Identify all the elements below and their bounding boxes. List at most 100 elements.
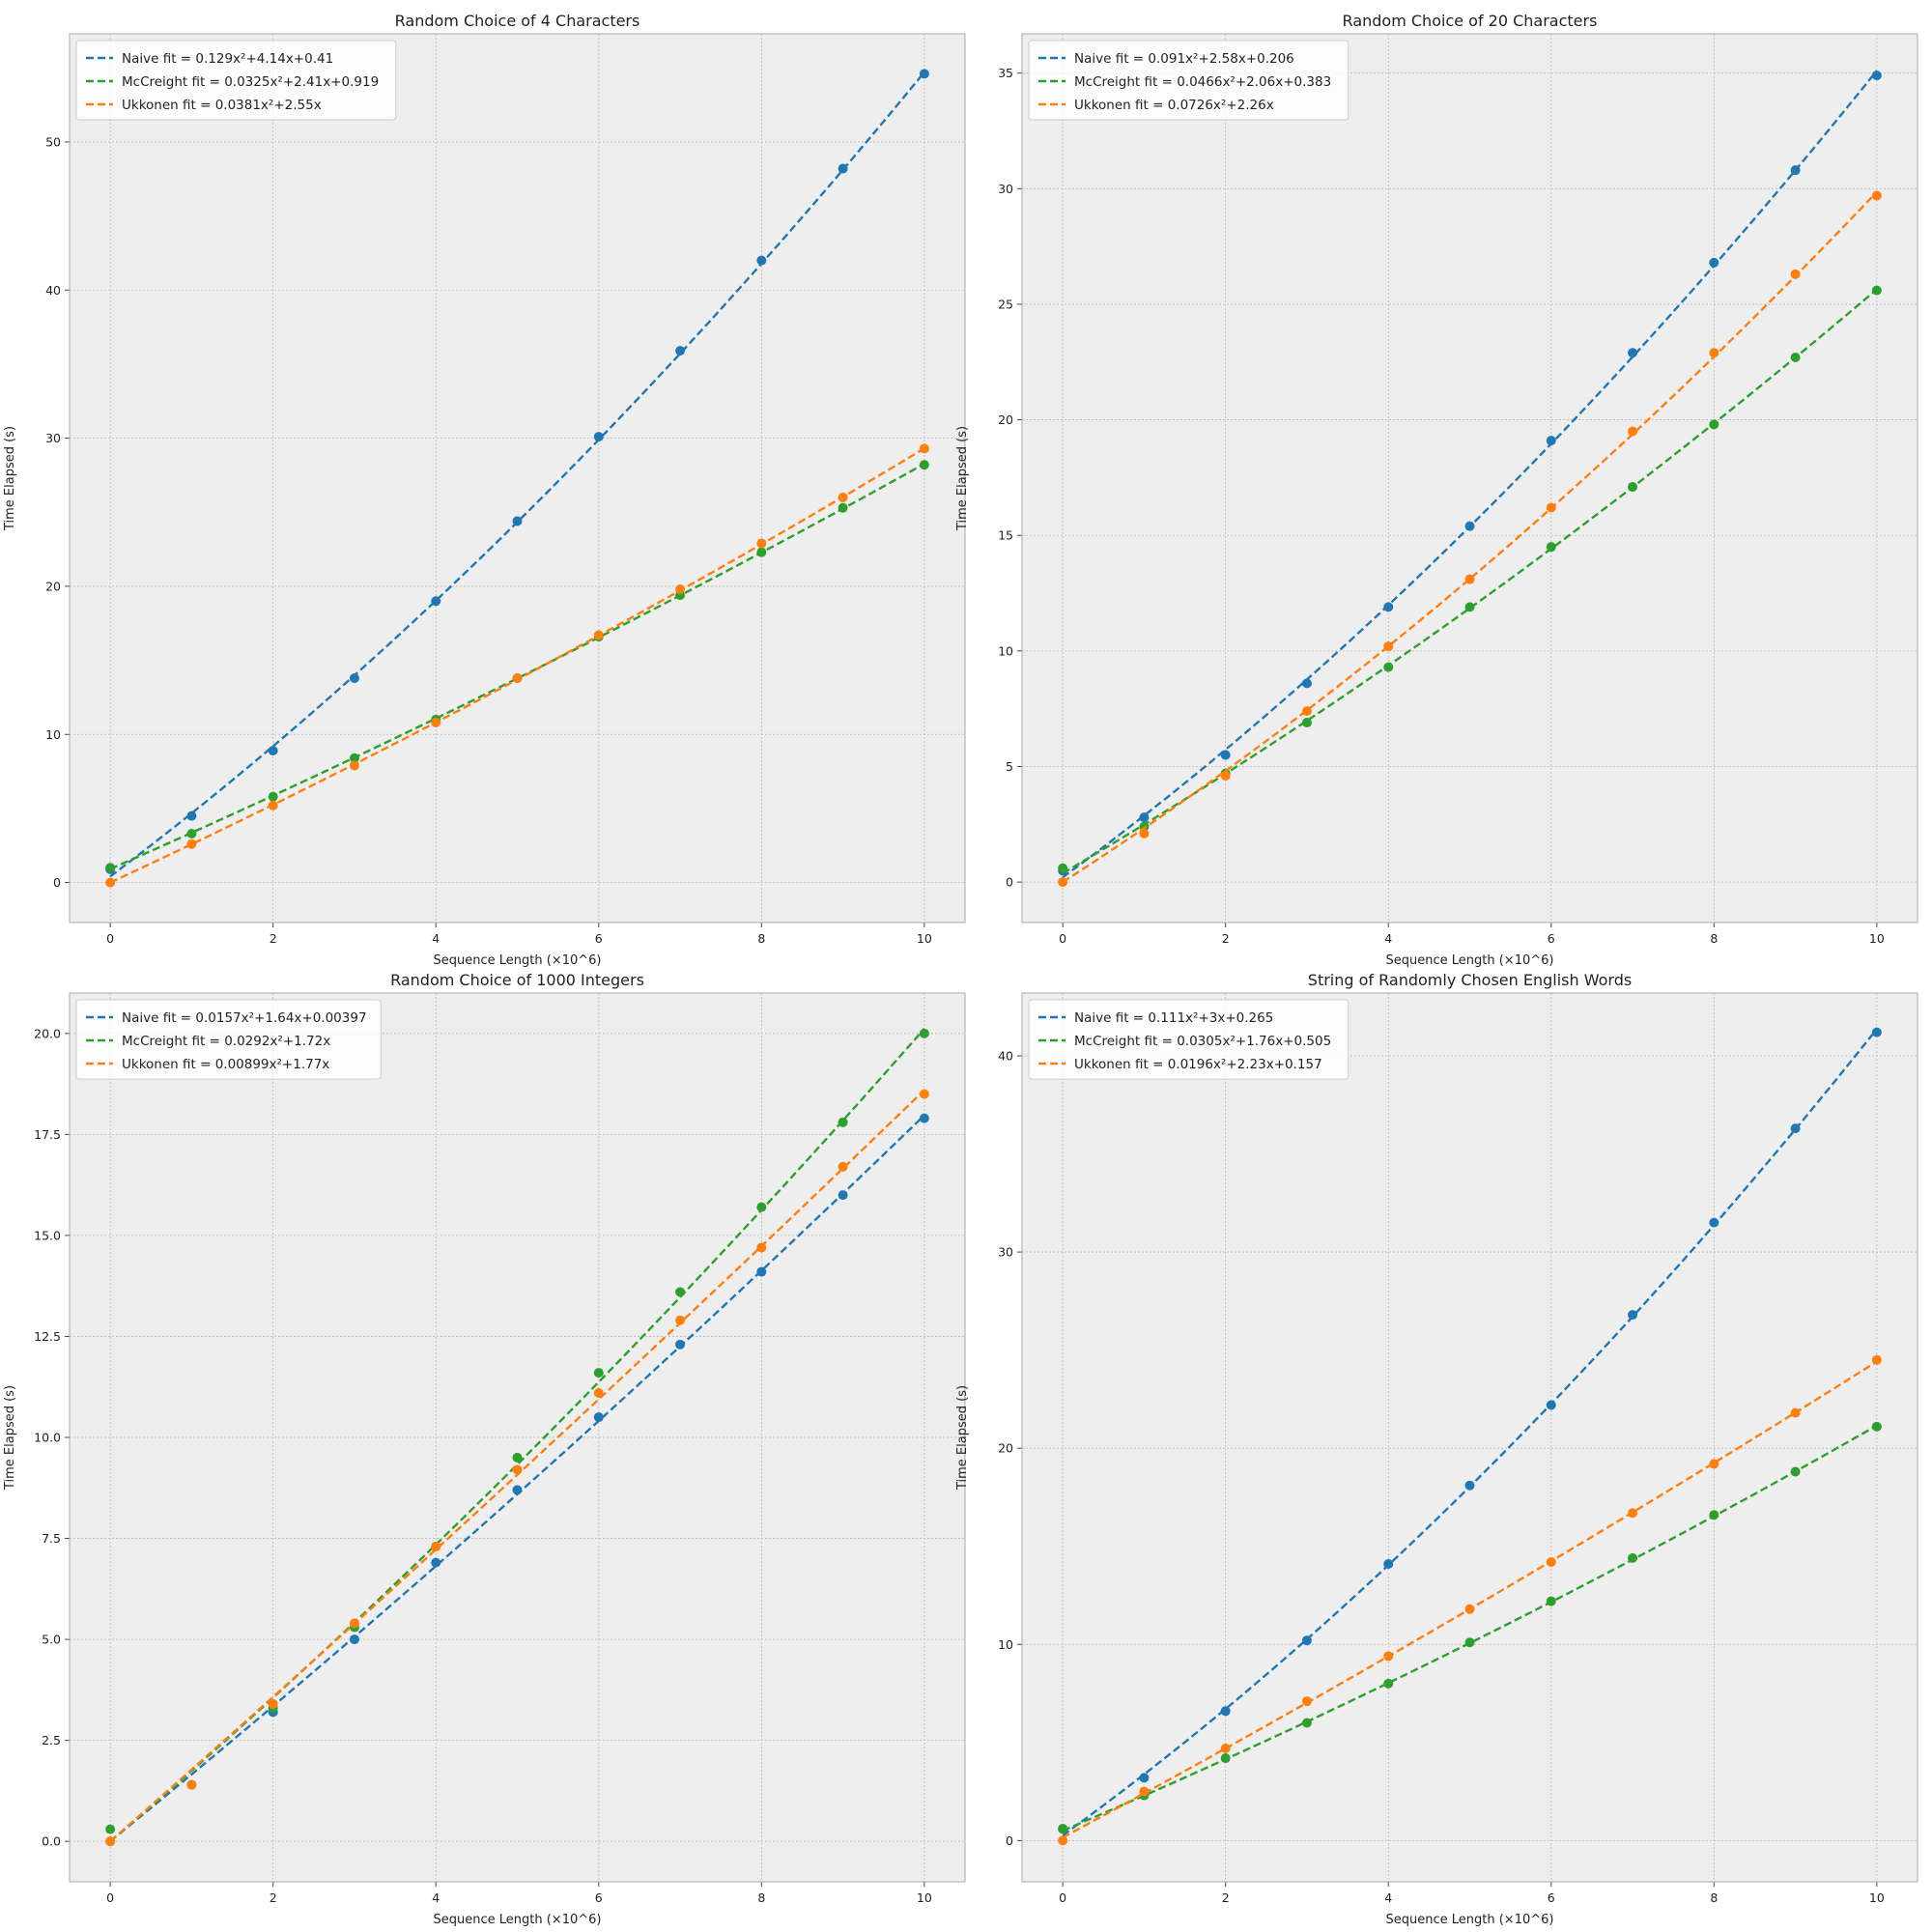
data-point-naive: [675, 346, 686, 356]
data-point-mccreight: [512, 1452, 523, 1463]
x-axis-label: Sequence Length (×10^6): [1386, 953, 1554, 968]
y-tick-label: 5.0: [42, 1633, 61, 1647]
data-point-ukkonen: [756, 538, 767, 549]
data-point-ukkonen: [919, 443, 929, 454]
data-point-mccreight: [838, 1117, 848, 1127]
data-point-naive: [1709, 257, 1719, 268]
chart-title: String of Randomly Chosen English Words: [1308, 971, 1632, 989]
legend-entry-naive: Naive fit = 0.111x²+3x+0.265: [1074, 1010, 1273, 1026]
data-point-naive: [1709, 1217, 1719, 1228]
data-point-naive: [593, 1412, 604, 1423]
y-tick-label: 2.5: [42, 1733, 61, 1747]
x-tick-label: 6: [595, 931, 603, 946]
data-point-naive: [919, 1113, 929, 1123]
data-point-ukkonen: [1058, 1835, 1068, 1846]
legend: [1028, 40, 1350, 121]
data-point-ukkonen: [1220, 1743, 1231, 1753]
data-point-mccreight: [919, 1028, 929, 1038]
data-point-mccreight: [1301, 1718, 1312, 1728]
data-point-mccreight: [756, 1202, 767, 1212]
data-point-naive: [349, 1634, 359, 1645]
plot-area: [1022, 993, 1918, 1882]
y-tick-label: 30: [998, 182, 1013, 196]
y-tick-label: 30: [998, 1245, 1013, 1260]
data-point-naive: [186, 810, 197, 821]
y-tick-label: 0: [1006, 1833, 1013, 1848]
legend: [75, 40, 397, 121]
x-tick-label: 6: [595, 1890, 603, 1905]
data-point-naive: [1790, 1123, 1801, 1134]
x-tick-label: 10: [1869, 1890, 1885, 1905]
data-point-naive: [1220, 750, 1231, 760]
x-tick-label: 4: [1384, 1890, 1392, 1905]
y-tick-label: 30: [45, 431, 61, 445]
data-point-ukkonen: [756, 1242, 767, 1253]
data-point-naive: [675, 1339, 686, 1350]
data-point-mccreight: [919, 460, 929, 470]
chart-panel-1: 0 2 4 6 8 10 0 10 20 30 40 50 Naive fit = 0.129x²+4.…: [3, 12, 966, 968]
legend-entry-ukkonen: Ukkonen fit = 0.0381x²+2.55x: [122, 98, 322, 113]
y-tick-label: 0: [1006, 875, 1013, 890]
data-point-mccreight: [593, 1368, 604, 1378]
data-point-naive: [1464, 1480, 1475, 1491]
legend: [1028, 999, 1350, 1080]
plot-frame: [69, 992, 966, 1883]
legend: [75, 999, 382, 1080]
x-axis-label: Sequence Length (×10^6): [1386, 1913, 1554, 1927]
data-point-naive: [1546, 1400, 1556, 1410]
plot-frame: [69, 33, 966, 923]
x-tick-label: 0: [106, 1890, 114, 1905]
data-point-ukkonen: [675, 584, 686, 594]
data-point-naive: [1871, 1027, 1882, 1037]
y-tick-label: 20: [998, 412, 1013, 427]
data-point-mccreight: [1709, 419, 1719, 430]
data-point-naive: [1464, 521, 1475, 531]
data-point-mccreight: [756, 547, 767, 557]
y-tick-label: 20: [998, 1441, 1013, 1456]
x-tick-label: 8: [1710, 1890, 1718, 1905]
legend-entry-ukkonen: Ukkonen fit = 0.0196x²+2.23x+0.157: [1074, 1057, 1322, 1072]
data-point-ukkonen: [431, 718, 441, 727]
data-point-ukkonen: [349, 1618, 359, 1629]
data-point-mccreight: [105, 863, 116, 873]
data-point-ukkonen: [1139, 1786, 1150, 1797]
data-point-ukkonen: [1546, 502, 1556, 513]
data-point-ukkonen: [186, 1779, 197, 1790]
y-tick-label: 40: [998, 1048, 1013, 1063]
plot-area: [70, 993, 965, 1882]
fit-line-mccreight: [109, 463, 925, 870]
x-tick-label: 10: [917, 1890, 932, 1905]
x-tick-label: 2: [270, 931, 277, 946]
data-point-ukkonen: [1301, 1696, 1312, 1707]
plot-frame: [1021, 33, 1918, 923]
data-point-mccreight: [1790, 352, 1801, 362]
data-point-ukkonen: [838, 492, 848, 502]
fit-line-mccreight: [1062, 1424, 1878, 1833]
legend-entry-mccreight: McCreight fit = 0.0466x²+2.06x+0.383: [1074, 74, 1331, 90]
fit-line-mccreight: [1062, 288, 1878, 874]
data-point-ukkonen: [105, 1836, 116, 1847]
data-point-naive: [512, 516, 523, 526]
data-point-ukkonen: [268, 800, 278, 810]
data-point-ukkonen: [1790, 1407, 1801, 1418]
x-tick-label: 0: [106, 931, 114, 946]
data-point-mccreight: [1871, 285, 1882, 296]
data-point-naive: [1383, 602, 1394, 612]
y-tick-label: 7.5: [42, 1531, 61, 1546]
data-point-mccreight: [1546, 1596, 1556, 1606]
chart-title: Random Choice of 20 Characters: [1343, 12, 1598, 30]
data-point-ukkonen: [431, 1541, 441, 1551]
legend-entry-naive: Naive fit = 0.091x²+2.58x+0.206: [1074, 51, 1294, 67]
data-point-mccreight: [1628, 1552, 1638, 1563]
y-tick-label: 5: [1006, 759, 1013, 774]
data-point-naive: [1628, 348, 1638, 358]
data-point-ukkonen: [1709, 1459, 1719, 1469]
legend-entry-mccreight: McCreight fit = 0.0305x²+1.76x+0.505: [1074, 1034, 1331, 1049]
chart-panel-3: 0 2 4 6 8 10 0.0 2.5 5.0 7.5 10.0 12.5 15.0 17.5 20.0 N…: [3, 971, 966, 1927]
plot-area: [1022, 34, 1918, 923]
y-tick-label: 15: [998, 528, 1013, 543]
data-point-mccreight: [838, 502, 848, 513]
data-point-naive: [838, 1190, 848, 1201]
legend-entry-mccreight: McCreight fit = 0.0292x²+1.72x: [122, 1034, 330, 1049]
data-point-mccreight: [1383, 662, 1394, 672]
